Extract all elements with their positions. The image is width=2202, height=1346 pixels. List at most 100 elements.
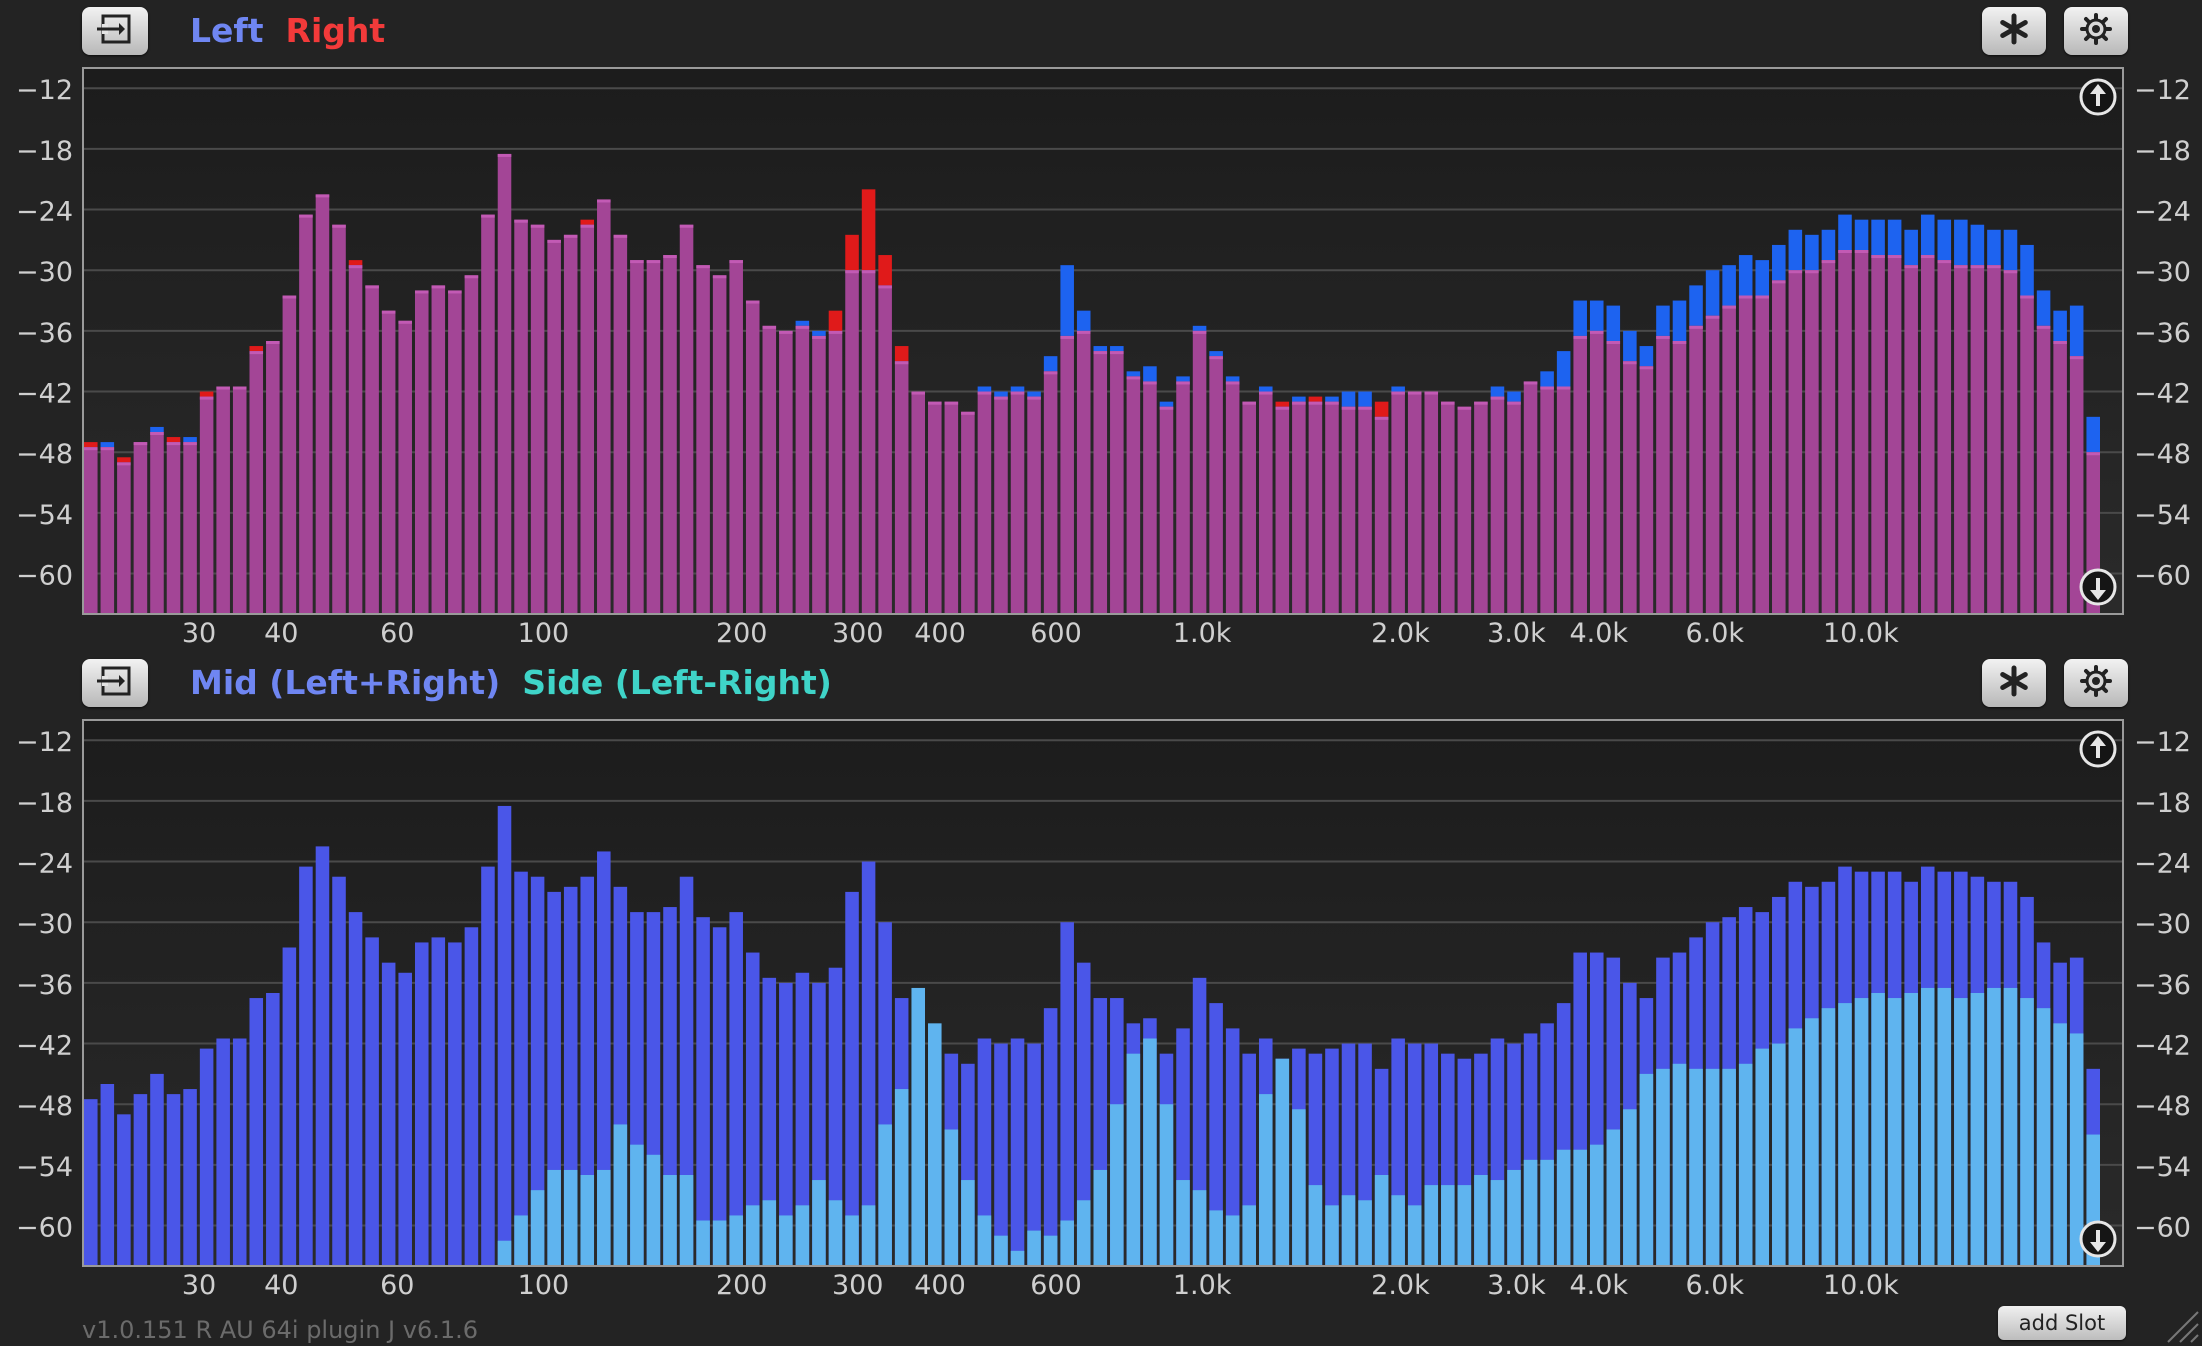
bar-cap (1954, 265, 1968, 269)
bar-overlap (133, 442, 148, 614)
bar-side (1292, 1109, 1306, 1266)
bar-overlap (1242, 401, 1256, 614)
bar-overlap (630, 260, 644, 614)
bar-mid (712, 927, 727, 1266)
bar-mid (1225, 1028, 1240, 1266)
bar-left-excess (1358, 391, 1372, 407)
y-tick-label-right: −36 (2134, 970, 2191, 1001)
settings-button[interactable] (2064, 659, 2128, 707)
resize-grip-icon[interactable] (2160, 1304, 2200, 1344)
bar-overlap (1325, 401, 1339, 614)
scale-up-icon[interactable] (2079, 730, 2117, 768)
bar-overlap (911, 391, 926, 614)
bar-cap (729, 260, 743, 264)
bar-cap (1854, 250, 1869, 253)
bar-side (1474, 1175, 1488, 1266)
bar-cap (762, 325, 777, 329)
bar-cap (1672, 341, 1687, 344)
bar-left-excess (2036, 290, 2051, 326)
bar-side (1871, 993, 1885, 1266)
gear-icon (2079, 664, 2113, 702)
bar-cap (547, 239, 561, 243)
bar-left-excess (1209, 351, 1223, 357)
x-tick-label: 400 (914, 618, 966, 649)
bar-side (1010, 1250, 1025, 1266)
bar-cap (1159, 406, 1174, 410)
bar-overlap (266, 341, 280, 614)
x-tick-label: 3.0k (1487, 1270, 1546, 1301)
bar-overlap (745, 300, 760, 614)
add-slot-button[interactable]: add Slot (1998, 1306, 2126, 1340)
bar-cap (894, 361, 909, 365)
bar-left-excess (2069, 305, 2084, 357)
bar-overlap (1937, 260, 1952, 614)
bar-right-excess (878, 255, 892, 286)
bar-cap (1374, 416, 1389, 420)
panel-1-legend: Left Right (190, 10, 407, 52)
bar-cap (1904, 265, 1918, 269)
bar-left-excess (1887, 219, 1902, 256)
y-tick-label-left: −42 (16, 379, 73, 410)
bar-cap (1656, 335, 1670, 339)
bar-overlap (1556, 386, 1571, 614)
scale-up-icon[interactable] (2079, 78, 2117, 116)
bar-side (1854, 998, 1869, 1266)
bar-cap (563, 234, 578, 238)
y-tick-label-left: −12 (16, 75, 73, 106)
bar-left-excess (977, 386, 992, 392)
bar-left-excess (2003, 229, 2018, 271)
bar-side (1391, 1195, 1405, 1266)
settings-button[interactable] (2064, 7, 2128, 55)
bar-side (861, 1205, 876, 1266)
bar-overlap (1540, 386, 1554, 614)
y-tick-label-right: −60 (2134, 1213, 2191, 1244)
bar-overlap (1523, 381, 1538, 614)
bar-cap (1292, 401, 1306, 405)
bar-overlap (1159, 406, 1174, 614)
bar-side (646, 1154, 661, 1266)
bar-cap (1143, 381, 1157, 385)
bar-side (1887, 998, 1902, 1266)
bar-mid (1027, 1043, 1041, 1266)
bar-mid (580, 876, 595, 1266)
bar-side (1490, 1180, 1505, 1266)
scale-down-icon[interactable] (2079, 568, 2117, 606)
bar-mid (414, 942, 429, 1266)
bar-overlap (1589, 330, 1604, 614)
x-tick-label: 300 (832, 1270, 884, 1301)
bar-side (1705, 1068, 1720, 1266)
bar-right-excess (84, 442, 98, 448)
bar-right-excess (894, 346, 909, 362)
y-tick-label-left: −30 (16, 909, 73, 940)
y-tick-label-left: −54 (16, 1152, 73, 1183)
scale-down-icon[interactable] (2079, 1220, 2117, 1258)
freeze-button[interactable] (1982, 659, 2046, 707)
bar-left-excess (1722, 265, 1736, 306)
bar-overlap (497, 153, 512, 614)
bar-overlap (1192, 330, 1207, 614)
bar-side (1623, 1109, 1637, 1266)
bar-cap (1589, 330, 1604, 334)
bar-overlap (100, 447, 115, 614)
bar-overlap (1805, 270, 1819, 614)
bar-overlap (1027, 396, 1041, 614)
bar-left-excess (1490, 386, 1505, 397)
bar-cap (150, 432, 164, 435)
bar-cap (1838, 250, 1852, 253)
route-button[interactable] (82, 7, 148, 55)
bar-side (663, 1175, 677, 1266)
bar-cap (232, 386, 247, 390)
bar-cap (1341, 406, 1356, 410)
bar-left-excess (1258, 386, 1273, 392)
bar-cap (414, 290, 429, 294)
bar-mid (861, 861, 876, 1266)
route-button[interactable] (82, 659, 148, 707)
bar-left-excess (2086, 416, 2100, 453)
bar-left-excess (1556, 351, 1571, 387)
bar-overlap (1904, 265, 1918, 614)
asterisk-icon (1997, 664, 2031, 702)
bar-cap (696, 265, 710, 269)
bar-overlap (1060, 335, 1074, 614)
freeze-button[interactable] (1982, 7, 2046, 55)
bar-left-excess (150, 426, 164, 432)
